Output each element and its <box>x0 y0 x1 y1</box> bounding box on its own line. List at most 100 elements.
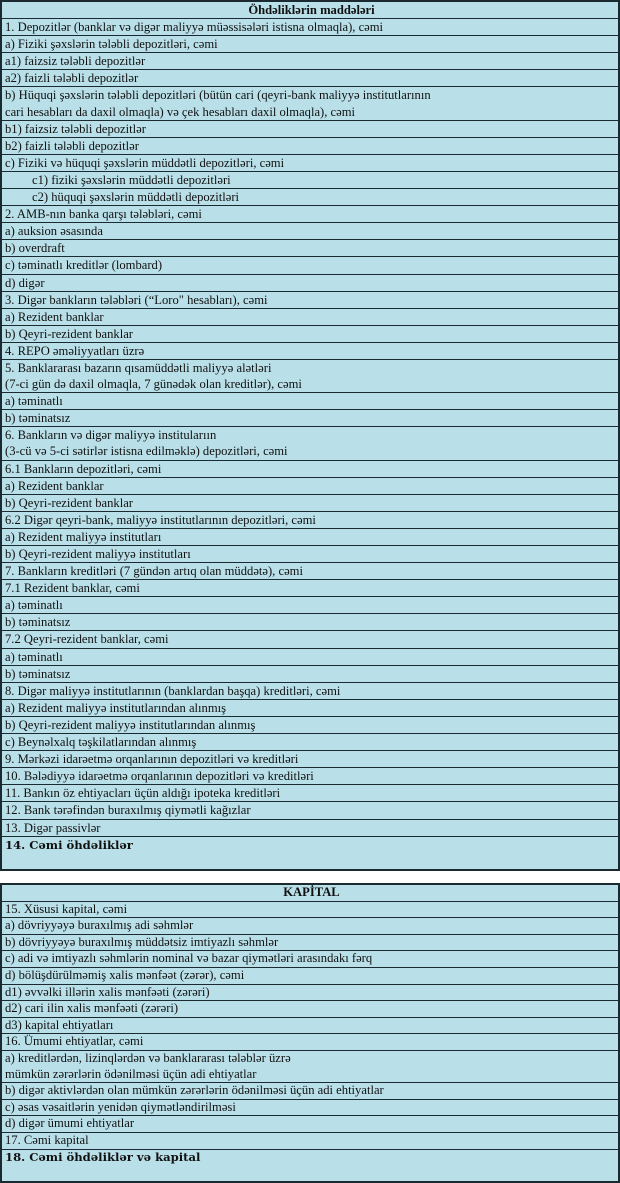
row-label: b1) faizsiz tələbli depozitlər <box>5 121 146 136</box>
table-row: 12. Bank tərəfindən buraxılmış qiymətli … <box>2 801 618 818</box>
table-row: a) Rezident banklar <box>2 476 618 494</box>
table-row: 7.1 Rezident banklar, cəmi <box>2 579 618 596</box>
row-label: 1. Depozitlər (banklar və digər maliyyə … <box>5 20 384 35</box>
row-label: a) kreditlərdən, lizinqlərdən və banklar… <box>5 1050 291 1065</box>
row-label: (3-cü və 5-ci sətirlər istisna edilməklə… <box>5 444 288 459</box>
row-label: 14. Cəmi öhdəliklər <box>5 837 133 852</box>
row-label: 3. Digər bankların tələbləri (“Loro" hes… <box>5 292 268 307</box>
table-row: b) dövriyyəyə buraxılmış müddətsiz imtiy… <box>2 933 618 951</box>
table-row: 13. Digər passivlər <box>2 818 618 836</box>
table-row: 4. REPO əməliyyatları üzrə <box>2 341 618 359</box>
liabilities-total-row: 14. Cəmi öhdəliklər <box>2 835 618 853</box>
row-label: 2. AMB-nın banka qarşı tələbləri, cəmi <box>5 207 202 222</box>
capital-total-row: 18. Cəmi öhdəliklər və kapital <box>2 1148 618 1166</box>
table-row: 17. Cəmi kapital <box>2 1131 618 1149</box>
row-label: d2) cari ilin xalis mənfəəti (zərəri) <box>5 1001 179 1016</box>
table-row: 8. Digər maliyyə institutlarının (bankla… <box>2 681 618 699</box>
table-row: b2) faizli tələbli depozitlər <box>2 136 618 154</box>
table-row: 3. Digər bankların tələbləri (“Loro" hes… <box>2 290 618 308</box>
table-row: a) auksion əsasında <box>2 222 618 239</box>
table-row: 10. Bələdiyyə idarəetmə orqanlarının dep… <box>2 767 618 784</box>
row-label: c1) fiziki şəxslərin müddətli depozitlər… <box>32 172 231 187</box>
row-label: b) dövriyyəyə buraxılmış müddətsiz imtiy… <box>5 934 279 949</box>
row-label: 10. Bələdiyyə idarəetmə orqanlarının dep… <box>5 769 314 784</box>
row-label: 12. Bank tərəfindən buraxılmış qiymətli … <box>5 803 251 818</box>
table-row: b) Qeyri-rezident maliyyə institutlarınd… <box>2 715 618 733</box>
row-label: b) təminatsız <box>5 615 71 630</box>
row-label: b) təminatsız <box>5 666 71 681</box>
row-label: a1) faizsiz tələbli depozitlər <box>5 54 146 69</box>
table-row: b) Hüquqi şəxslərin tələbli depozitləri … <box>2 86 618 119</box>
row-label: 6. Bankların və digər maliyyə institular… <box>5 428 217 443</box>
capital-table-header: KAPİTAL <box>283 885 340 899</box>
row-label: b) Qeyri-rezident maliyyə institutlarınd… <box>5 717 256 732</box>
table-row: 6.2 Digər qeyri-bank, maliyyə institutla… <box>2 510 618 528</box>
row-label: c) adi və imtiyazlı səhmlərin nominal və… <box>5 951 373 966</box>
row-label: c2) hüquqi şəxslərin müddətli depozitlər… <box>32 190 240 205</box>
table-row: 9. Mərkəzi idarəetmə orqanlarının depozi… <box>2 750 618 767</box>
table-row: b) təminatsız <box>2 409 618 426</box>
row-label: c) Fiziki və hüquqi şəxslərin müddətli d… <box>5 155 285 170</box>
table-row: d) digər ümumi ehtiyatlar <box>2 1115 618 1132</box>
table-row: a) Rezident maliyyə institutları <box>2 527 618 545</box>
row-label: 5. Banklararası bazarın qısamüddətli mal… <box>5 360 272 375</box>
row-label: 4. REPO əməliyyatları üzrə <box>5 343 145 358</box>
row-label: 16. Ümumi ehtiyatlar, cəmi <box>5 1034 144 1049</box>
table-row: d3) kapital ehtiyatları <box>2 1016 618 1034</box>
row-label: a) təminatlı <box>5 598 63 613</box>
row-label: 7. Bankların kreditləri (7 gündən artıq … <box>5 564 303 579</box>
row-label: 7.1 Rezident banklar, cəmi <box>5 581 140 596</box>
row-label: 7.2 Qeyri-rezident banklar, cəmi <box>5 632 169 647</box>
table-row: b1) faizsiz tələbli depozitlər <box>2 119 618 137</box>
row-label: b) Qeyri-rezident banklar <box>5 326 133 341</box>
table-row: c) əsas vəsaitlərin yenidən qiymətləndir… <box>2 1098 618 1116</box>
table-row: 2. AMB-nın banka qarşı tələbləri, cəmi <box>2 205 618 222</box>
row-label: 6.1 Bankların depozitləri, cəmi <box>5 461 162 476</box>
table-row: b) təminatsız <box>2 613 618 630</box>
row-label: c) əsas vəsaitlərin yenidən qiymətləndir… <box>5 1099 236 1114</box>
row-label: mümkün zərərlərin ödənilməsi üçün adi eh… <box>5 1066 257 1081</box>
table-row: d1) əvvəlki illərin xalis mənfəəti (zərə… <box>2 983 618 1001</box>
row-label: 9. Mərkəzi idarəetmə orqanlarının depozi… <box>5 752 299 767</box>
row-label: a) təminatlı <box>5 649 63 664</box>
row-label: 11. Bankın öz ehtiyacları üçün aldığı ip… <box>5 786 281 801</box>
row-label: 17. Cəmi kapital <box>5 1132 89 1147</box>
row-label: b) Hüquqi şəxslərin tələbli depozitləri … <box>5 88 431 103</box>
row-label: d) digər ümumi ehtiyatlar <box>5 1116 135 1131</box>
table-row: 6.1 Bankların depozitləri, cəmi <box>2 459 618 477</box>
table-row: a) dövriyyəyə buraxılmış adi səhmlər <box>2 917 618 934</box>
table-row: a1) faizsiz tələbli depozitlər <box>2 52 618 69</box>
table-row: 7. Bankların kreditləri (7 gündən artıq … <box>2 562 618 579</box>
row-label: b) Qeyri-rezident maliyyə institutları <box>5 547 191 561</box>
table-row: a) Rezident maliyyə institutlarından alı… <box>2 698 618 716</box>
row-label: b) Qeyri-rezident banklar <box>5 495 133 510</box>
row-label: c) təminatlı kreditlər (lombard) <box>5 258 163 273</box>
row-label: 8. Digər maliyyə institutlarının (bankla… <box>5 683 341 698</box>
row-label: a) Rezident maliyyə institutlarından alı… <box>5 700 227 715</box>
row-label: a) təminatlı <box>5 394 63 409</box>
row-label: d1) əvvəlki illərin xalis mənfəəti (zərə… <box>5 984 210 999</box>
table-row: b) təminatsız <box>2 664 618 682</box>
table-row: b) Qeyri-rezident banklar <box>2 493 618 511</box>
table-row: d2) cari ilin xalis mənfəəti (zərəri) <box>2 1000 618 1017</box>
table-row: a) Fiziki şəxslərin tələbli depozitləri,… <box>2 35 618 52</box>
table-row: 1. Depozitlər (banklar və digər maliyyə … <box>2 18 618 35</box>
row-label: cari hesabları da daxil olmaqla) və çek … <box>5 104 356 119</box>
liabilities-table-header: Öhdəliklərin maddələri <box>248 3 375 17</box>
row-label: b) overdraft <box>5 241 65 256</box>
row-label: a) Rezident maliyyə institutları <box>5 529 162 544</box>
row-label: a) Rezident banklar <box>5 478 104 493</box>
row-label: d) bölüşdürülməmiş xalis mənfəət (zərər)… <box>5 967 245 982</box>
table-row: 16. Ümumi ehtiyatlar, cəmi <box>2 1033 618 1050</box>
row-label: a) auksion əsasında <box>5 224 103 239</box>
table-row: c2) hüquqi şəxslərin müddətli depozitlər… <box>2 188 618 205</box>
table-row: b) Qeyri-rezident banklar <box>2 324 618 342</box>
table-row: 5. Banklararası bazarın qısamüddətli mal… <box>2 358 618 392</box>
table-row: d) digər <box>2 273 618 291</box>
table-row: a) təminatlı <box>2 596 618 613</box>
table-row: c) Beynəlxalq təşkilatlarından alınmış <box>2 733 618 750</box>
table-row: c) təminatlı kreditlər (lombard) <box>2 256 618 273</box>
row-label: a) dövriyyəyə buraxılmış adi səhmlər <box>5 918 194 933</box>
table-row: 11. Bankın öz ehtiyacları üçün aldığı ip… <box>2 784 618 801</box>
row-label: 18. Cəmi öhdəliklər və kapital <box>5 1149 201 1164</box>
